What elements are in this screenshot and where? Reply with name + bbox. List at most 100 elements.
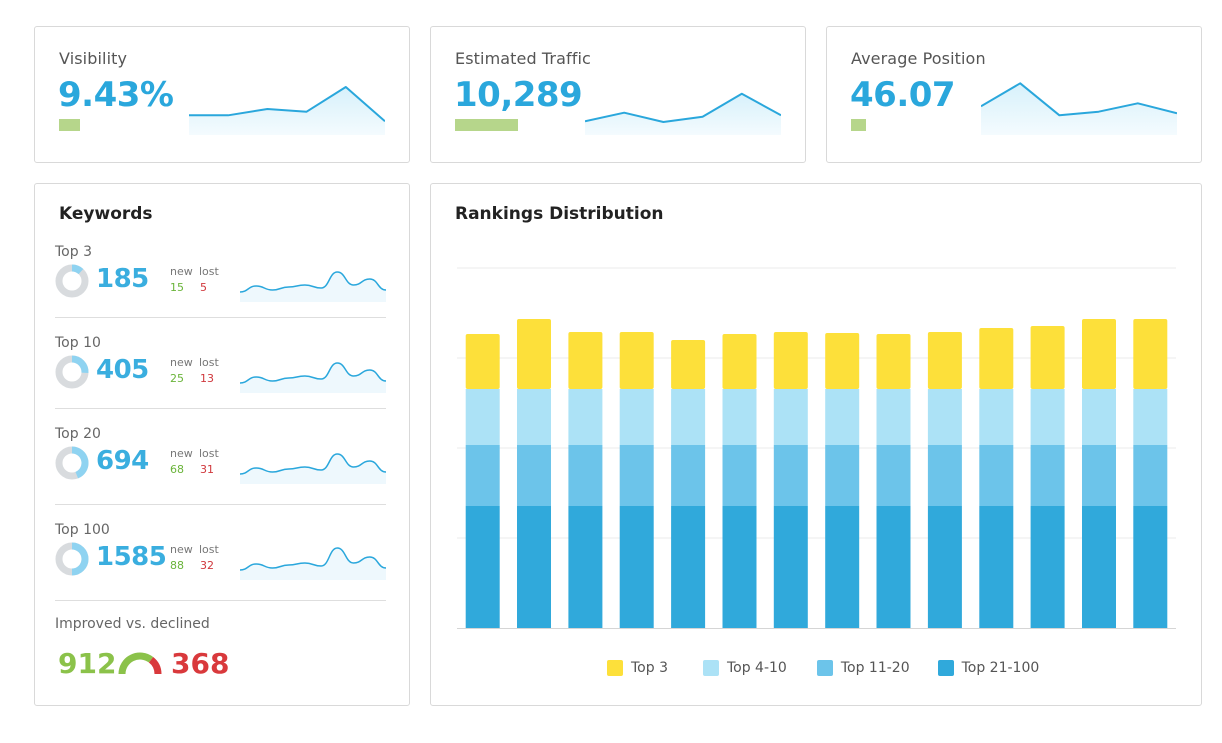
- bar-segment: [465, 506, 500, 628]
- donut-segment: [71, 542, 89, 576]
- bar-segment: [825, 445, 860, 506]
- bar-segment: [979, 389, 1014, 445]
- bar-segment: [619, 332, 654, 389]
- sparkline-line: [585, 92, 781, 123]
- legend-swatch-top-4-10: [702, 660, 719, 676]
- sparkline-line: [981, 82, 1177, 117]
- bar-segment: [1133, 319, 1168, 389]
- keyword-row-top-10[interactable]: Top 10 405 new lost 25 13: [35, 335, 409, 425]
- row-divider: [55, 317, 386, 318]
- bar-segment: [671, 340, 706, 389]
- row-divider: [55, 600, 386, 601]
- bar-segment: [517, 319, 551, 389]
- legend-label-top-3: Top 3: [631, 660, 668, 676]
- lost-label: lost: [199, 447, 219, 460]
- legend-label-top-11-20: Top 11-20: [840, 660, 910, 676]
- estimated-traffic-progress-bar: [455, 119, 518, 131]
- bar-segment: [1133, 389, 1168, 445]
- bar-segment: [722, 445, 757, 506]
- bar-segment: [876, 445, 911, 506]
- rankings-distribution-title: Rankings Distribution: [455, 204, 664, 224]
- keyword-count: 185: [96, 264, 149, 294]
- bar-segment: [671, 506, 706, 628]
- bar-segment: [568, 332, 603, 389]
- bar-segment: [979, 445, 1014, 506]
- visibility-card: Visibility 9.43%: [34, 26, 410, 163]
- average-position-sparkline: [981, 82, 1177, 135]
- bar-segment: [722, 389, 757, 445]
- gauge-icon: [118, 652, 162, 675]
- keyword-count: 405: [96, 355, 149, 385]
- sparkline-area: [585, 93, 781, 135]
- sparkline-line: [239, 271, 387, 293]
- bar-segment: [773, 332, 808, 389]
- bar-segment: [671, 389, 706, 445]
- bar-segment: [619, 506, 654, 628]
- donut-chart-icon: [55, 446, 89, 480]
- keyword-row-label: Top 20: [55, 426, 101, 442]
- estimated-traffic-title: Estimated Traffic: [455, 49, 591, 68]
- donut-chart-icon: [55, 355, 89, 389]
- bar-segment: [619, 445, 654, 506]
- bar-segment: [517, 506, 551, 628]
- sparkline-line: [239, 453, 387, 475]
- bar-segment: [876, 334, 911, 389]
- keywords-title: Keywords: [59, 204, 153, 224]
- new-value: 88: [170, 559, 184, 572]
- bar-segment: [927, 445, 962, 506]
- estimated-traffic-card: Estimated Traffic 10,289: [430, 26, 806, 163]
- keyword-row-top-3[interactable]: Top 3 185 new lost 15 5: [35, 244, 409, 334]
- bar-segment: [1030, 389, 1065, 445]
- visibility-value: 9.43%: [58, 75, 174, 115]
- new-label: new: [170, 265, 193, 278]
- new-value: 25: [170, 372, 184, 385]
- keyword-row-label: Top 10: [55, 335, 101, 351]
- estimated-traffic-sparkline: [585, 92, 781, 135]
- improved-count: 912: [58, 647, 117, 680]
- visibility-progress-bar: [59, 119, 80, 131]
- donut-segment: [71, 446, 89, 479]
- sparkline-line: [239, 362, 387, 384]
- improved-declined-label: Improved vs. declined: [55, 616, 210, 632]
- new-label: new: [170, 447, 193, 460]
- keyword-sparkline: [239, 453, 387, 484]
- rankings-stacked-bar-chart: [457, 267, 1176, 629]
- lost-value: 5: [200, 281, 207, 294]
- bar-segment: [619, 389, 654, 445]
- bar-segment: [979, 328, 1014, 389]
- bar-segment: [1082, 319, 1116, 389]
- gauge-improved-arc: [118, 652, 154, 675]
- bar-segment: [465, 445, 500, 506]
- bar-segment: [568, 506, 603, 628]
- donut-segment: [71, 264, 84, 275]
- sparkline-line: [239, 547, 387, 571]
- keyword-sparkline: [239, 362, 387, 393]
- bar-segment: [568, 389, 603, 445]
- bar-segment: [927, 389, 962, 445]
- new-value: 15: [170, 281, 184, 294]
- sparkline-area: [240, 548, 386, 580]
- donut-chart-icon: [55, 542, 89, 576]
- keyword-row-top-100[interactable]: Top 100 1585 new lost 88 32: [35, 522, 409, 612]
- bar-segment: [1030, 506, 1065, 628]
- bar-segment: [517, 389, 551, 445]
- visibility-sparkline: [189, 86, 385, 135]
- keyword-sparkline: [239, 271, 387, 302]
- keyword-row-top-20[interactable]: Top 20 694 new lost 68 31: [35, 426, 409, 516]
- bar-segment: [1082, 445, 1116, 506]
- bar-segment: [1030, 445, 1065, 506]
- lost-label: lost: [199, 265, 219, 278]
- legend-swatch-top-21-100: [937, 660, 954, 676]
- lost-value: 13: [200, 372, 214, 385]
- keywords-card: Keywords Top 3 185 new lost 15 5 Top 10 …: [34, 183, 410, 706]
- average-position-title: Average Position: [851, 49, 986, 68]
- keyword-row-label: Top 100: [55, 522, 110, 538]
- declined-count: 368: [171, 647, 230, 680]
- bar-segment: [465, 389, 500, 445]
- bar-segment: [1030, 326, 1065, 389]
- bar-segment: [1133, 445, 1168, 506]
- bar-segment: [773, 389, 808, 445]
- keyword-count: 694: [96, 446, 149, 476]
- bar-segment: [671, 445, 706, 506]
- average-position-card: Average Position 46.07: [826, 26, 1202, 163]
